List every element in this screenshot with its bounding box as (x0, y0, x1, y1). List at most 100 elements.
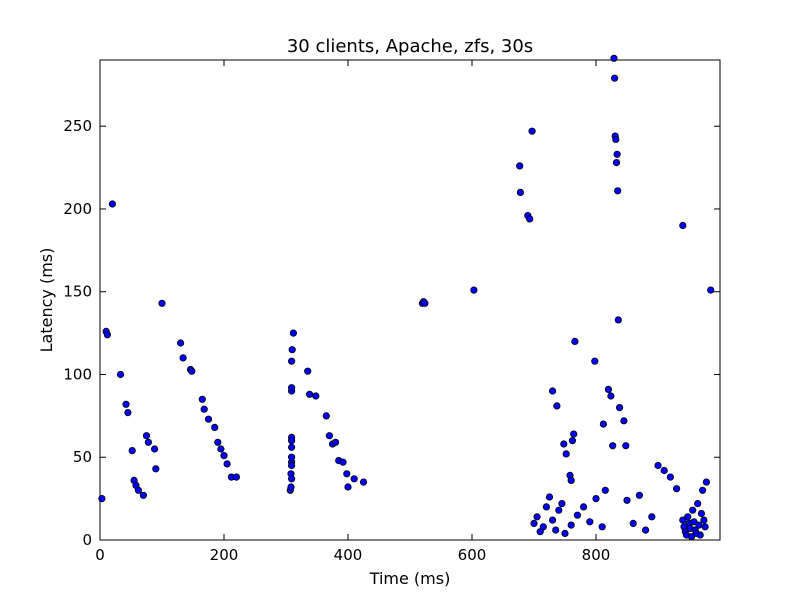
data-point (610, 74, 619, 82)
data-point (289, 329, 297, 337)
data-point (623, 496, 631, 504)
data-point (697, 509, 706, 518)
data-point (592, 494, 600, 503)
data-point (98, 494, 106, 503)
x-axis-label: Time (ms) (369, 569, 451, 588)
data-point (660, 466, 668, 475)
data-point (654, 461, 662, 470)
data-point (615, 403, 624, 412)
data-point (555, 506, 563, 514)
data-point (533, 513, 541, 521)
data-point (598, 523, 606, 531)
data-point (567, 521, 575, 529)
data-point (552, 526, 560, 534)
data-point (214, 438, 222, 446)
data-points (98, 54, 715, 541)
data-point (579, 503, 588, 511)
data-point (570, 430, 578, 438)
data-point (516, 188, 525, 196)
y-tick-label: 200 (63, 200, 92, 218)
data-point (287, 475, 296, 483)
data-point (690, 518, 698, 526)
data-point (287, 357, 296, 365)
data-point (586, 518, 594, 526)
x-tick-label: 200 (210, 546, 239, 564)
data-point (158, 299, 166, 307)
data-point (470, 286, 478, 294)
data-point (696, 531, 704, 539)
data-point (641, 526, 650, 534)
x-axis-ticks: 0 200 400 600 800 (95, 60, 610, 564)
data-point (343, 470, 351, 478)
y-axis-ticks: 0 50 100 150 200 250 (63, 117, 720, 549)
y-tick-label: 100 (63, 365, 92, 383)
y-tick-label: 250 (63, 117, 92, 135)
data-point (530, 519, 538, 528)
data-point (689, 506, 697, 514)
data-point (528, 127, 536, 135)
data-point (702, 478, 711, 486)
data-point (142, 432, 151, 440)
data-point (204, 415, 213, 423)
data-point (666, 473, 675, 481)
data-point (151, 445, 159, 453)
data-point (567, 476, 575, 484)
data-point (211, 423, 219, 431)
data-point (220, 451, 228, 460)
data-point (607, 392, 615, 400)
data-point (684, 513, 692, 521)
chart-title: 30 clients, Apache, zfs, 30s (287, 36, 533, 57)
data-point (344, 483, 352, 491)
data-point (553, 402, 561, 410)
data-point (548, 516, 557, 524)
data-point (539, 523, 547, 531)
data-point (188, 367, 196, 375)
axes-frame (99, 59, 721, 541)
data-point (629, 519, 637, 528)
data-point (128, 446, 136, 455)
data-point (612, 159, 621, 167)
data-point (561, 529, 569, 538)
data-point (604, 385, 613, 393)
data-point (635, 491, 644, 499)
data-point (614, 316, 622, 324)
data-point (305, 390, 314, 398)
data-point (139, 491, 147, 499)
data-point (701, 523, 709, 531)
data-point (108, 200, 117, 208)
data-point (614, 187, 622, 195)
data-point (542, 503, 551, 511)
data-point (571, 337, 579, 345)
data-point (707, 286, 715, 294)
data-point (562, 450, 570, 458)
data-point (116, 370, 125, 379)
data-point (198, 395, 206, 403)
plot-area: 0 200 400 600 800 0 50 100 150 200 250 (63, 54, 721, 564)
data-point (612, 135, 620, 143)
data-point (421, 299, 429, 307)
data-point (287, 384, 296, 392)
data-point (620, 417, 628, 425)
data-point (679, 221, 687, 230)
data-point (695, 521, 703, 529)
data-point (548, 387, 557, 395)
data-point (698, 486, 707, 494)
data-point (694, 499, 702, 508)
x-tick-label: 400 (334, 546, 363, 564)
data-point (359, 478, 368, 486)
data-point (558, 499, 566, 508)
data-point (622, 442, 630, 450)
x-tick-label: 800 (582, 546, 611, 564)
data-point (287, 483, 295, 491)
data-point (179, 354, 187, 362)
data-point (217, 445, 225, 453)
x-tick-label: 0 (95, 546, 105, 564)
data-point (687, 533, 696, 541)
data-point (287, 453, 296, 461)
data-point (312, 392, 320, 400)
data-point (648, 513, 656, 521)
data-point (350, 475, 358, 483)
data-point (288, 346, 296, 354)
data-point (560, 440, 568, 448)
data-point (339, 458, 347, 466)
